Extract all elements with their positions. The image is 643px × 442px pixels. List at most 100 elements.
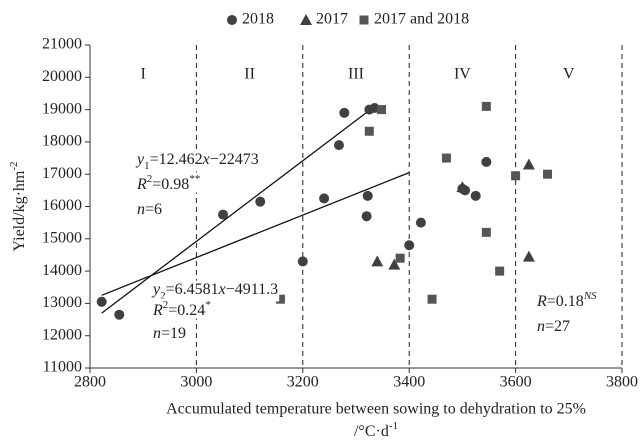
annotation-bg — [535, 289, 599, 310]
text-part: n — [153, 325, 161, 342]
text-part: 2 — [147, 173, 153, 185]
y-tick-label: 19000 — [42, 100, 82, 117]
y-tick-label: 16000 — [42, 197, 82, 214]
text-part: y — [151, 281, 161, 298]
text-part: R — [152, 302, 163, 319]
annotation: y2=6.4581x−4911.3 — [151, 281, 278, 302]
text-part: n — [137, 201, 145, 218]
text-part: 2 — [160, 290, 166, 302]
data-point — [362, 190, 373, 201]
data-point — [218, 209, 228, 220]
region-label: III — [348, 66, 364, 83]
text-part: =12.462 — [150, 151, 203, 168]
text-part: x — [202, 151, 210, 168]
annotation: R=0.18NS — [536, 290, 597, 310]
annotation-bg — [152, 324, 188, 342]
annotation: n=27 — [537, 318, 570, 335]
text-part: =0.24 — [168, 302, 205, 319]
fit-line — [101, 105, 376, 314]
data-point — [481, 101, 491, 111]
text-part: /°C·d — [354, 423, 389, 440]
text-part: =0.98 — [152, 176, 189, 193]
text-part: x — [218, 281, 226, 298]
y-tick-label: 17000 — [42, 165, 82, 182]
y-tick-label: 15000 — [42, 229, 82, 246]
text-part: -1 — [389, 420, 398, 432]
y-tick-label: 11000 — [43, 359, 82, 376]
data-point — [114, 309, 125, 320]
text-part: -2 — [8, 161, 20, 170]
text-part: =27 — [545, 318, 570, 335]
data-point — [522, 250, 535, 262]
data-point — [96, 296, 107, 307]
data-point — [333, 140, 344, 151]
region-label: II — [244, 66, 255, 83]
text-part: 2 — [163, 299, 169, 311]
region-label: IV — [454, 66, 471, 83]
text-part: ** — [189, 173, 200, 185]
text-part: 1 — [144, 160, 150, 172]
annotation: n=6 — [137, 201, 162, 218]
legend-label: 2018 — [242, 11, 274, 28]
annotation-bg — [134, 150, 260, 172]
annotation: y1=12.462x−22473 — [135, 151, 259, 172]
y-tick-label: 21000 — [42, 36, 82, 53]
data-point — [395, 253, 405, 263]
region-label: I — [141, 66, 146, 83]
data-point — [364, 126, 374, 136]
data-point — [543, 169, 553, 179]
text-part: =19 — [161, 325, 186, 342]
text-part: R — [136, 176, 147, 193]
data-point — [415, 217, 426, 228]
legend-marker — [359, 15, 369, 25]
text-part: NS — [583, 290, 597, 302]
legend-marker — [227, 15, 237, 25]
text-part: −22473 — [210, 151, 259, 168]
data-point — [511, 171, 521, 181]
data-point — [522, 158, 535, 170]
text-part: n — [537, 318, 545, 335]
data-point — [361, 211, 372, 222]
x-tick-label: 3200 — [287, 374, 319, 391]
data-point — [481, 156, 492, 167]
annotation-bg — [151, 298, 212, 319]
x-tick-label: 3400 — [393, 374, 425, 391]
y-tick-label: 12000 — [42, 326, 82, 343]
x-tick-label: 2800 — [74, 374, 106, 391]
y-axis-label: Yield/kg·hm-2 — [8, 161, 28, 251]
annotation-bg — [136, 200, 164, 218]
annotation-bg — [135, 172, 202, 193]
text-part: =6 — [145, 201, 162, 218]
data-point — [319, 193, 330, 204]
annotation-bg — [536, 317, 572, 335]
x-tick-label: 3000 — [180, 374, 212, 391]
legend-marker — [300, 14, 312, 25]
data-point — [470, 190, 481, 201]
text-part: −4911.3 — [226, 281, 278, 298]
text-part: =6.4581 — [166, 281, 219, 298]
legend-label: 2017 and 2018 — [374, 11, 469, 28]
y-tick-label: 13000 — [42, 294, 82, 311]
data-point — [339, 107, 350, 118]
data-point — [427, 294, 437, 304]
text-part: * — [205, 299, 211, 311]
data-point — [456, 181, 469, 193]
text-part: =0.18 — [547, 293, 584, 310]
data-point — [255, 196, 266, 207]
annotation-bg — [150, 280, 280, 302]
data-point — [404, 240, 415, 251]
data-point — [275, 294, 285, 304]
data-point — [481, 227, 491, 237]
x-tick-label: 3600 — [500, 374, 532, 391]
text-part: y — [135, 151, 145, 168]
text-part: R — [536, 293, 547, 310]
annotation: R2=0.24* — [152, 299, 211, 319]
fit-line — [101, 171, 410, 296]
data-point — [388, 258, 401, 270]
x-tick-label: 3800 — [606, 374, 638, 391]
data-point — [495, 266, 505, 276]
x-axis-unit: /°C·d-1 — [354, 420, 398, 440]
annotation: R2=0.98** — [136, 173, 200, 193]
region-label: V — [563, 66, 575, 83]
